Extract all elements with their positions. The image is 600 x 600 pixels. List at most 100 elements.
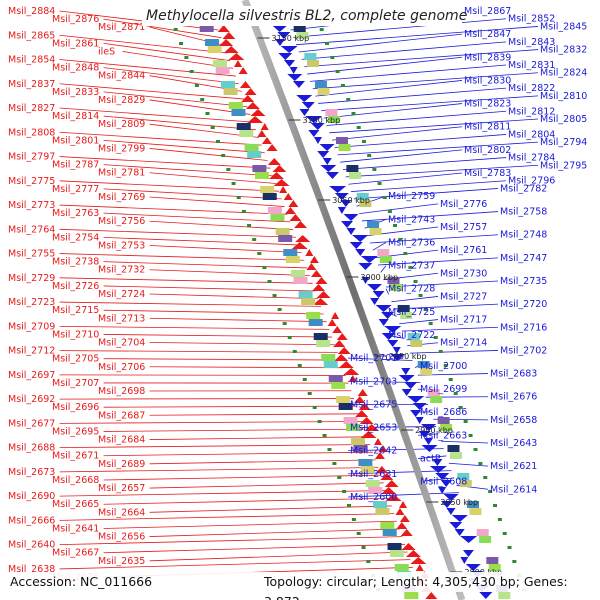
gene-label-reverse[interactable]: Msil_2811 (464, 122, 511, 133)
gene-label-forward[interactable]: Msil_2724 (98, 289, 145, 300)
gene-label-forward[interactable]: Msil_2844 (98, 71, 145, 82)
gene-label-forward[interactable]: Msil_2861 (52, 38, 99, 49)
gene-label-forward[interactable]: Msil_2799 (98, 143, 145, 154)
gene-label-reverse[interactable]: Msil_2722 (388, 330, 435, 341)
gene-label-reverse[interactable]: Msil_2782 (500, 183, 547, 194)
gene-label-forward[interactable]: Msil_2808 (8, 127, 55, 138)
gene-label-reverse[interactable]: Msil_2701 (350, 353, 397, 364)
gene-label-reverse[interactable]: Msil_2736 (388, 237, 435, 248)
gene-label-reverse[interactable]: Msil_2823 (464, 99, 511, 110)
gene-label-forward[interactable]: Msil_2787 (52, 160, 99, 171)
gene-label-forward[interactable]: ileS (98, 46, 115, 57)
gene-label-forward[interactable]: Msil_2710 (52, 329, 99, 340)
gene-label-forward[interactable]: Msil_2723 (8, 297, 55, 308)
gene-label-reverse[interactable]: Msil_2743 (388, 214, 435, 225)
gene-label-forward[interactable]: Msil_2827 (8, 103, 55, 114)
gene-label-reverse[interactable]: Msil_2737 (388, 261, 435, 272)
gene-label-reverse[interactable]: Msil_2608 (420, 477, 467, 488)
gene-label-reverse[interactable]: Msil_2735 (500, 276, 547, 287)
gene-label-forward[interactable]: Msil_2738 (52, 257, 99, 268)
gene-label-forward[interactable]: Msil_2673 (8, 467, 55, 478)
gene-label-reverse[interactable]: Msil_2776 (440, 199, 487, 210)
gene-label-reverse[interactable]: Msil_2702 (500, 345, 547, 356)
gene-label-forward[interactable]: Msil_2754 (52, 232, 99, 243)
gene-label-forward[interactable]: Msil_2833 (52, 87, 99, 98)
gene-label-forward[interactable]: Msil_2848 (52, 63, 99, 74)
gene-label-forward[interactable]: Msil_2769 (98, 192, 145, 203)
gene-label-forward[interactable]: Msil_2773 (8, 200, 55, 211)
gene-label-forward[interactable]: Msil_2641 (52, 523, 99, 534)
gene-label-reverse[interactable]: Msil_2845 (540, 21, 587, 32)
gene-label-reverse[interactable]: Msil_2796 (508, 176, 555, 187)
gene-label-forward[interactable]: Msil_2656 (98, 532, 145, 543)
gene-label-forward[interactable]: Msil_2726 (52, 281, 99, 292)
gene-label-forward[interactable]: Msil_2814 (52, 111, 99, 122)
gene-label-reverse[interactable]: Msil_2830 (464, 75, 511, 86)
gene-label-forward[interactable]: Msil_2854 (8, 55, 55, 66)
gene-label-forward[interactable]: Msil_2688 (8, 443, 55, 454)
gene-label-forward[interactable]: Msil_2712 (8, 346, 55, 357)
gene-label-reverse[interactable]: Msil_2676 (490, 392, 537, 403)
gene-label-reverse[interactable]: Msil_2795 (540, 160, 587, 171)
gene-label-forward[interactable]: Msil_2884 (8, 6, 55, 17)
gene-label-forward[interactable]: Msil_2640 (8, 540, 55, 551)
gene-label-reverse[interactable]: Msil_2784 (508, 153, 555, 164)
gene-label-forward[interactable]: Msil_2713 (98, 313, 145, 324)
gene-label-reverse[interactable]: Msil_2831 (508, 60, 555, 71)
gene-label-forward[interactable]: Msil_2689 (98, 459, 145, 470)
gene-label-forward[interactable]: Msil_2677 (8, 418, 55, 429)
gene-label-reverse[interactable]: Msil_2725 (388, 307, 435, 318)
gene-label-forward[interactable]: Msil_2876 (52, 14, 99, 25)
gene-label-reverse[interactable]: Msil_2717 (440, 315, 487, 326)
gene-label-reverse[interactable]: Msil_2727 (440, 291, 487, 302)
gene-label-forward[interactable]: Msil_2755 (8, 249, 55, 260)
gene-label-reverse[interactable]: Msil_2748 (500, 230, 547, 241)
gene-label-reverse[interactable]: Msil_2804 (508, 129, 555, 140)
gene-label-forward[interactable]: Msil_2664 (98, 507, 145, 518)
gene-label-forward[interactable]: Msil_2729 (8, 273, 55, 284)
gene-label-reverse[interactable]: Msil_2642 (350, 446, 397, 457)
gene-label-forward[interactable]: Msil_2635 (98, 556, 145, 567)
gene-label-reverse[interactable]: Msil_2658 (490, 415, 537, 426)
gene-label-reverse[interactable]: Msil_2703 (350, 376, 397, 387)
gene-label-forward[interactable]: Msil_2797 (8, 152, 55, 163)
gene-label-forward[interactable]: Msil_2704 (98, 338, 145, 349)
gene-label-forward[interactable]: Msil_2732 (98, 265, 145, 276)
gene-label-reverse[interactable]: Msil_2832 (540, 45, 587, 56)
gene-label-forward[interactable]: Msil_2763 (52, 208, 99, 219)
gene-label-reverse[interactable]: Msil_2716 (500, 322, 547, 333)
gene-label-reverse[interactable]: Msil_2852 (508, 14, 555, 25)
gene-label-forward[interactable]: Msil_2698 (98, 386, 145, 397)
gene-label-reverse[interactable]: Msil_2631 (350, 469, 397, 480)
gene-label-forward[interactable]: Msil_2667 (52, 548, 99, 559)
gene-label-reverse[interactable]: Msil_2747 (500, 253, 547, 264)
gene-label-forward[interactable]: Msil_2665 (52, 499, 99, 510)
gene-label-forward[interactable]: Msil_2706 (98, 362, 145, 373)
gene-label-reverse[interactable]: Msil_2728 (388, 284, 435, 295)
gene-label-forward[interactable]: Msil_2781 (98, 168, 145, 179)
gene-label-reverse[interactable]: Msil_2805 (540, 114, 587, 125)
gene-label-forward[interactable]: Msil_2690 (8, 491, 55, 502)
gene-label-forward[interactable]: Msil_2756 (98, 216, 145, 227)
gene-label-forward[interactable]: Msil_2775 (8, 176, 55, 187)
gene-label-forward[interactable]: Msil_2657 (98, 483, 145, 494)
gene-label-reverse[interactable]: Msil_2714 (440, 338, 487, 349)
gene-label-reverse[interactable]: Msil_2839 (464, 52, 511, 63)
gene-label-forward[interactable]: Msil_2837 (8, 79, 55, 90)
gene-label-forward[interactable]: Msil_2764 (8, 224, 55, 235)
gene-label-forward[interactable]: Msil_2671 (52, 451, 99, 462)
gene-label-forward[interactable]: Msil_2696 (52, 402, 99, 413)
gene-label-forward[interactable]: Msil_2871 (98, 22, 145, 33)
gene-label-reverse[interactable]: Msil_2757 (440, 222, 487, 233)
gene-label-reverse[interactable]: Msil_2700 (420, 361, 467, 372)
gene-label-forward[interactable]: Msil_2777 (52, 184, 99, 195)
gene-label-reverse[interactable]: Msil_2730 (440, 268, 487, 279)
gene-label-reverse[interactable]: Msil_2802 (464, 145, 511, 156)
gene-label-forward[interactable]: Msil_2709 (8, 321, 55, 332)
gene-label-forward[interactable]: Msil_2666 (8, 515, 55, 526)
gene-label-forward[interactable]: Msil_2695 (52, 426, 99, 437)
gene-label-forward[interactable]: Msil_2715 (52, 305, 99, 316)
gene-label-forward[interactable]: Msil_2753 (98, 240, 145, 251)
gene-label-reverse[interactable]: Msil_2783 (464, 168, 511, 179)
gene-label-reverse[interactable]: Msil_2759 (388, 191, 435, 202)
